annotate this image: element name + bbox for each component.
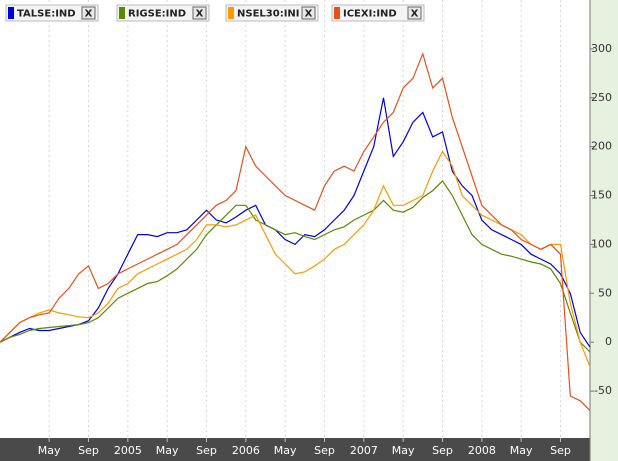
plot-area (0, 0, 590, 438)
close-button[interactable] (301, 6, 316, 20)
close-label[interactable]: X (196, 9, 204, 20)
x-tick-label: Sep (196, 444, 217, 457)
x-tick-label: 2008 (468, 444, 496, 457)
legend-close[interactable]: X (192, 6, 207, 20)
y-tick-label: 100 (591, 237, 612, 250)
data-line (0, 51, 591, 412)
x-tick-label: May (156, 444, 179, 457)
y-tick-label: 0 (605, 335, 612, 348)
close-label[interactable]: X (85, 9, 93, 20)
x-tick-label: Sep (550, 444, 571, 457)
legend-item: TALSE:IND X (5, 4, 99, 22)
legend-box (5, 4, 99, 22)
legend-item: NSEL30:INI X (225, 4, 319, 22)
close-label[interactable]: X (411, 9, 419, 20)
x-tick-label: 2005 (114, 444, 142, 457)
legend-label: ICEXI:IND (343, 9, 397, 20)
y-axis-strip (590, 0, 618, 461)
legend-swatch (119, 7, 125, 19)
legend-item: RIGSE:IND X (116, 4, 210, 22)
close-button[interactable] (407, 6, 422, 20)
x-tick-label: Sep (432, 444, 453, 457)
data-line (0, 150, 591, 367)
legend-swatch (334, 7, 340, 19)
x-tick-label: Sep (78, 444, 99, 457)
legend-label: TALSE:IND (17, 9, 76, 20)
y-tick-label: -50 (594, 384, 612, 397)
legend-label: RIGSE:IND (128, 9, 186, 20)
legend-box (331, 4, 425, 22)
y-tick-label: 50 (598, 286, 612, 299)
close-button[interactable] (192, 6, 207, 20)
data-line (0, 97, 591, 348)
y-tick-label: 250 (591, 91, 612, 104)
legend-swatch (8, 7, 14, 19)
legend-box (116, 4, 210, 22)
legend-close[interactable]: X (407, 6, 422, 20)
x-tick-label: 2007 (350, 444, 378, 457)
x-tick-label: May (510, 444, 533, 457)
close-label[interactable]: X (305, 9, 313, 20)
x-tick-label: May (38, 444, 61, 457)
legend-swatch (228, 7, 234, 19)
x-tick-label: 2006 (232, 444, 260, 457)
x-tick-label: Sep (314, 444, 335, 457)
legend-label: NSEL30:INI (237, 9, 300, 20)
x-tick-label: May (392, 444, 415, 457)
y-tick-label: 300 (591, 42, 612, 55)
legend-item: ICEXI:IND X (331, 4, 425, 22)
legend-close[interactable]: X (81, 6, 96, 20)
y-tick-label: 150 (591, 189, 612, 202)
x-axis-strip (0, 438, 590, 461)
y-tick-label: 200 (591, 140, 612, 153)
close-button[interactable] (81, 6, 96, 20)
legend-close[interactable]: X (301, 6, 316, 20)
x-tick-label: May (274, 444, 297, 457)
data-line (0, 179, 591, 353)
legend-box (225, 4, 319, 22)
